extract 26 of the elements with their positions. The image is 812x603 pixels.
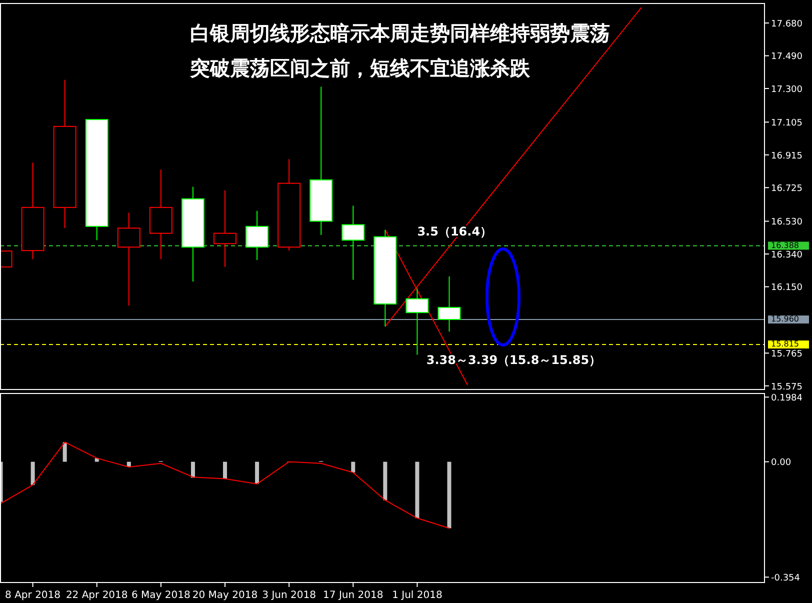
ref-line-label: 15.815 <box>771 340 799 349</box>
y-tick-label: 17.490 <box>771 52 803 62</box>
y-tick-label: -0.354 <box>771 574 800 584</box>
y-tick-label: 16.915 <box>771 151 802 162</box>
x-tick-label: 17 Jun 2018 <box>323 590 384 601</box>
y-tick-label: 16.530 <box>771 218 803 228</box>
y-tick-label: 0.00 <box>771 458 792 468</box>
x-tick-label: 8 Apr 2018 <box>5 590 61 601</box>
y-tick-label: 16.725 <box>771 184 802 194</box>
y-tick-label: 16.340 <box>771 250 803 260</box>
x-tick-label: 3 Jun 2018 <box>262 590 316 601</box>
x-tick-label: 6 May 2018 <box>132 590 190 601</box>
y-tick-label: 15.765 <box>771 350 802 360</box>
text: 白银周切线形态暗示本周走势同样维持弱势震荡 <box>190 21 610 45</box>
y-tick-label: 0.1984 <box>771 394 803 404</box>
ref-line-label: 16.388 <box>771 240 799 250</box>
y-tick-label: 17.105 <box>771 118 802 129</box>
y-tick-label: 17.300 <box>771 84 803 95</box>
y-tick-label: 17.680 <box>771 19 803 30</box>
x-tick-label: 22 Apr 2018 <box>66 590 128 601</box>
y-tick-label: 15.575 <box>771 382 802 392</box>
x-tick-label: 1 Jul 2018 <box>392 590 442 601</box>
text: 突破震荡区间之前，短线不宜追涨杀跌 <box>189 56 531 80</box>
y-tick-label: 16.150 <box>771 283 803 294</box>
x-tick-label: 20 May 2018 <box>192 590 258 601</box>
ref-line-label: 15.960 <box>771 314 799 324</box>
